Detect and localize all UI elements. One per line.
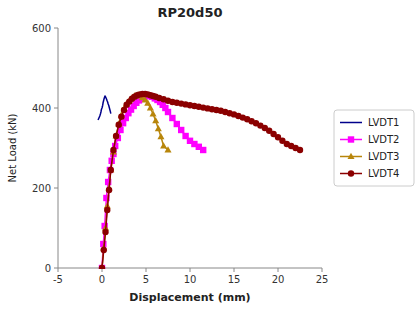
marker xyxy=(98,264,105,269)
legend-label: LVDT4 xyxy=(368,168,399,179)
marker xyxy=(106,187,112,193)
marker xyxy=(102,229,108,235)
marker xyxy=(108,167,114,173)
y-tick-label: 600 xyxy=(32,23,51,34)
y-tick-label: 200 xyxy=(32,183,51,194)
legend-label: LVDT1 xyxy=(368,117,399,128)
marker xyxy=(150,110,157,116)
marker xyxy=(174,121,180,127)
x-tick xyxy=(190,268,191,272)
marker xyxy=(297,147,303,153)
x-tick-label: 20 xyxy=(272,274,285,285)
marker xyxy=(113,132,120,138)
x-tick xyxy=(322,268,323,272)
legend-swatch xyxy=(340,122,362,124)
marker xyxy=(155,125,162,131)
legend-marker xyxy=(348,170,354,176)
marker xyxy=(164,146,171,152)
x-tick-label: 15 xyxy=(228,274,241,285)
legend-label: LVDT2 xyxy=(368,134,399,145)
x-tick xyxy=(234,268,235,272)
x-tick xyxy=(278,268,279,272)
x-tick xyxy=(58,268,59,272)
marker xyxy=(178,127,184,133)
marker xyxy=(165,109,171,115)
x-tick xyxy=(146,268,147,272)
marker xyxy=(157,133,164,139)
legend-marker xyxy=(348,136,354,142)
legend: LVDT1 LVDT2 LVDT3 LVDT4 xyxy=(334,110,414,186)
marker xyxy=(99,265,105,269)
y-tick xyxy=(54,268,58,269)
y-tick-label: 400 xyxy=(32,103,51,114)
marker xyxy=(107,166,114,172)
line xyxy=(102,94,300,268)
x-tick-label: 25 xyxy=(316,274,329,285)
title: RP20d50 xyxy=(157,5,222,20)
marker xyxy=(104,207,110,213)
y-axis-line xyxy=(58,28,59,268)
y-tick xyxy=(54,188,58,189)
y-tick xyxy=(54,28,58,29)
marker xyxy=(200,147,206,153)
plot-area xyxy=(98,91,303,269)
x-axis-label: Displacement (mm) xyxy=(129,291,250,304)
x-tick-label: 0 xyxy=(99,274,105,285)
line xyxy=(102,96,203,268)
marker xyxy=(169,115,175,121)
line xyxy=(98,96,111,120)
legend-label: LVDT3 xyxy=(368,151,399,162)
series xyxy=(99,91,303,269)
marker xyxy=(113,133,119,139)
marker xyxy=(147,104,154,110)
axes: -505101520250200400600 xyxy=(32,23,328,286)
marker xyxy=(110,147,116,153)
marker xyxy=(116,122,122,128)
marker xyxy=(99,265,105,269)
x-tick-label: -5 xyxy=(53,274,63,285)
y-tick xyxy=(54,108,58,109)
x-tick-label: 5 xyxy=(143,274,149,285)
series xyxy=(99,93,207,269)
y-axis-label: Net Load (kN) xyxy=(7,113,18,182)
marker xyxy=(101,247,107,253)
marker xyxy=(118,114,124,120)
legend-marker xyxy=(347,153,354,159)
series xyxy=(98,96,111,120)
y-tick-label: 0 xyxy=(45,263,51,274)
chart: RP20d50-505101520250200400600Displacemen… xyxy=(0,0,419,319)
x-tick-label: 10 xyxy=(184,274,197,285)
legend-box xyxy=(334,110,414,186)
marker xyxy=(160,142,167,148)
line xyxy=(102,95,168,268)
marker xyxy=(152,117,159,123)
